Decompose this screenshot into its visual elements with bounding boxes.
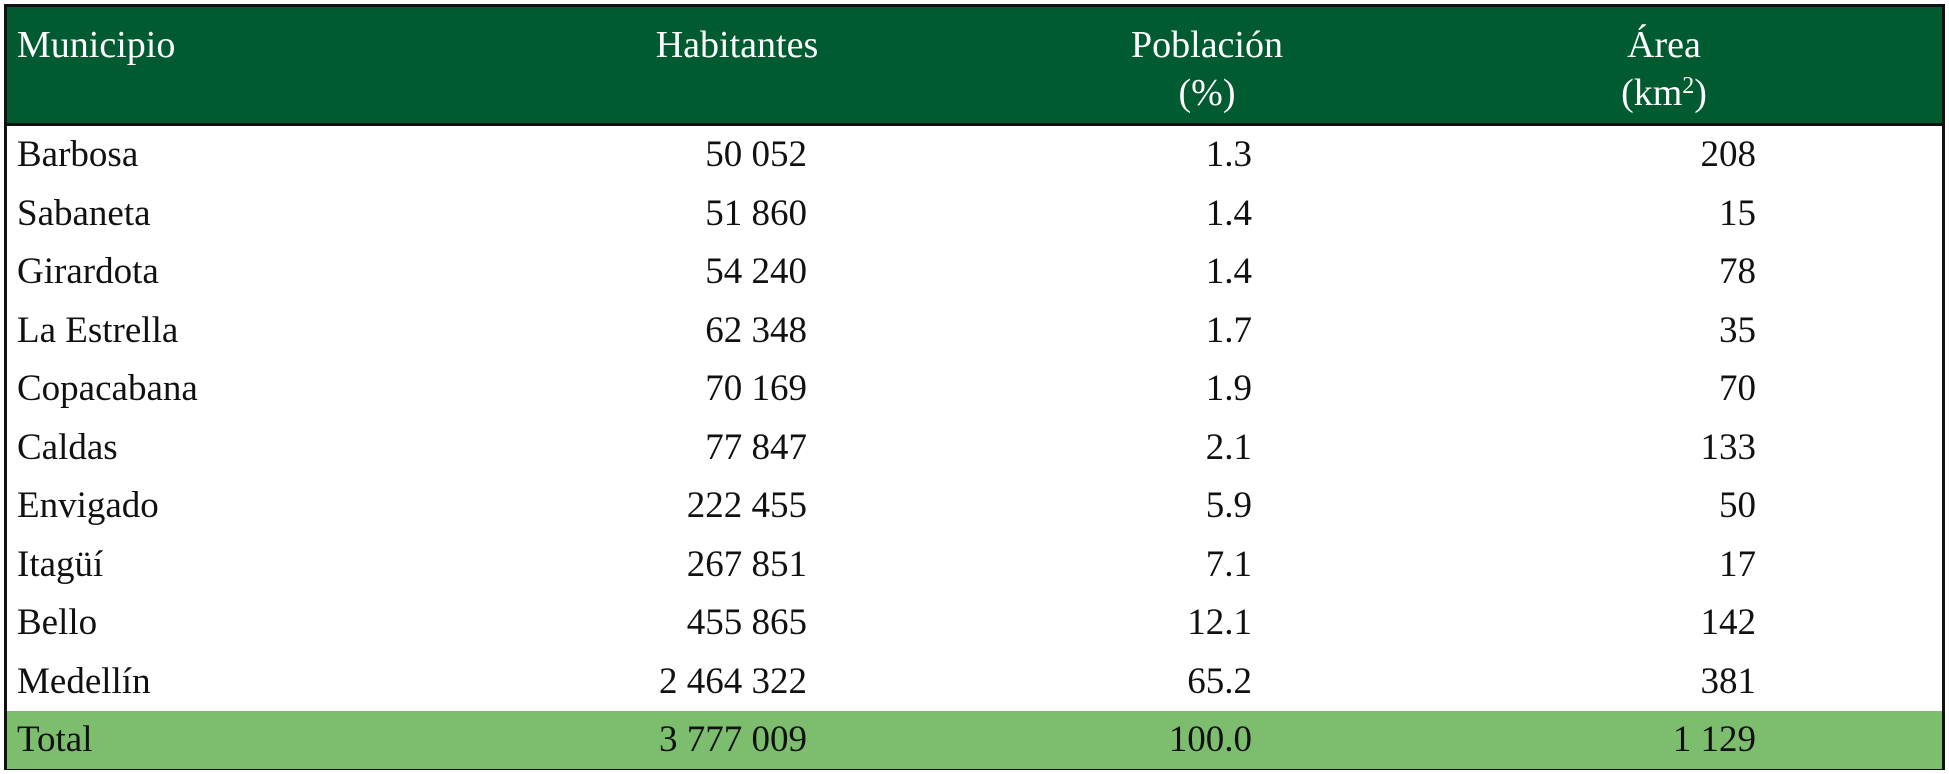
table-row: Medellín 2 464 322 65.2 381 bbox=[7, 653, 1942, 711]
header-area-unit-prefix: (km bbox=[1621, 72, 1683, 114]
cell-habitantes: 3 777 009 bbox=[659, 719, 807, 760]
table-row: Girardota 54 240 1.4 78 bbox=[7, 243, 1942, 301]
header-area-unit-suffix: ) bbox=[1694, 72, 1707, 114]
cell-habitantes: 222 455 bbox=[686, 485, 807, 526]
cell-area: 142 bbox=[1700, 602, 1757, 643]
cell-municipio: Total bbox=[17, 719, 93, 760]
cell-municipio: Caldas bbox=[17, 426, 118, 468]
cell-poblacion: 2.1 bbox=[1205, 426, 1252, 468]
total-row: Total 3 777 009 100.0 1 129 bbox=[7, 711, 1942, 769]
cell-habitantes: 77 847 bbox=[705, 426, 807, 468]
cell-municipio: Copacabana bbox=[17, 368, 198, 409]
cell-habitantes: 2 464 322 bbox=[659, 660, 807, 702]
cell-habitantes: 51 860 bbox=[705, 192, 807, 234]
header-area-unit-sup: 2 bbox=[1682, 73, 1695, 99]
cell-habitantes: 455 865 bbox=[686, 602, 807, 643]
cell-municipio: Girardota bbox=[17, 251, 159, 292]
table-row: Bello 455 865 12.1 142 bbox=[7, 594, 1942, 652]
cell-municipio: Itagüí bbox=[17, 543, 104, 585]
cell-area: 78 bbox=[1719, 251, 1756, 292]
header-area-line1: Área bbox=[1627, 24, 1701, 66]
cell-habitantes: 50 052 bbox=[705, 134, 807, 175]
header-area-line2: (km2) bbox=[1574, 69, 1754, 117]
table-row: Caldas 77 847 2.1 133 bbox=[7, 419, 1942, 477]
cell-municipio: Sabaneta bbox=[17, 192, 151, 234]
table-row: La Estrella 62 348 1.7 35 bbox=[7, 302, 1942, 360]
cell-municipio: Envigado bbox=[17, 485, 159, 526]
cell-poblacion: 1.4 bbox=[1205, 251, 1252, 292]
header-poblacion-line1: Población bbox=[1131, 24, 1283, 66]
cell-area: 50 bbox=[1719, 485, 1756, 526]
cell-area: 70 bbox=[1719, 368, 1756, 409]
table-row: Envigado 222 455 5.9 50 bbox=[7, 477, 1942, 535]
cell-poblacion: 1.4 bbox=[1205, 192, 1252, 234]
header-habitantes: Habitantes bbox=[655, 24, 819, 66]
cell-municipio: La Estrella bbox=[17, 309, 179, 351]
cell-area: 1 129 bbox=[1672, 719, 1756, 760]
header-area: Área (km2) bbox=[1574, 21, 1754, 117]
cell-poblacion: 5.9 bbox=[1205, 485, 1252, 526]
header-poblacion: Población (%) bbox=[1067, 21, 1347, 117]
cell-municipio: Bello bbox=[17, 602, 98, 643]
cell-municipio: Medellín bbox=[17, 660, 151, 702]
cell-poblacion: 7.1 bbox=[1205, 543, 1252, 585]
table-row: Barbosa 50 052 1.3 208 bbox=[7, 126, 1942, 184]
cell-area: 35 bbox=[1719, 309, 1756, 351]
table-row: Copacabana 70 169 1.9 70 bbox=[7, 360, 1942, 418]
cell-poblacion: 100.0 bbox=[1168, 719, 1252, 760]
cell-habitantes: 267 851 bbox=[686, 543, 807, 585]
cell-poblacion: 1.9 bbox=[1205, 368, 1252, 409]
cell-area: 381 bbox=[1700, 660, 1757, 702]
table-header: Municipio Habitantes Población (%) Área … bbox=[7, 7, 1942, 126]
cell-area: 133 bbox=[1700, 426, 1757, 468]
cell-poblacion: 1.7 bbox=[1205, 309, 1252, 351]
header-poblacion-line2: (%) bbox=[1178, 72, 1236, 114]
header-municipio: Municipio bbox=[17, 24, 176, 66]
cell-area: 208 bbox=[1700, 134, 1757, 175]
cell-area: 17 bbox=[1719, 543, 1756, 585]
table-row: Sabaneta 51 860 1.4 15 bbox=[7, 185, 1942, 243]
cell-habitantes: 70 169 bbox=[705, 368, 807, 409]
cell-municipio: Barbosa bbox=[17, 134, 139, 175]
cell-area: 15 bbox=[1719, 192, 1756, 234]
population-table: Municipio Habitantes Población (%) Área … bbox=[4, 4, 1945, 770]
cell-poblacion: 1.3 bbox=[1205, 134, 1252, 175]
cell-poblacion: 12.1 bbox=[1187, 602, 1252, 643]
cell-habitantes: 62 348 bbox=[705, 309, 807, 351]
cell-poblacion: 65.2 bbox=[1187, 660, 1252, 702]
table-row: Itagüí 267 851 7.1 17 bbox=[7, 536, 1942, 594]
cell-habitantes: 54 240 bbox=[705, 251, 807, 292]
